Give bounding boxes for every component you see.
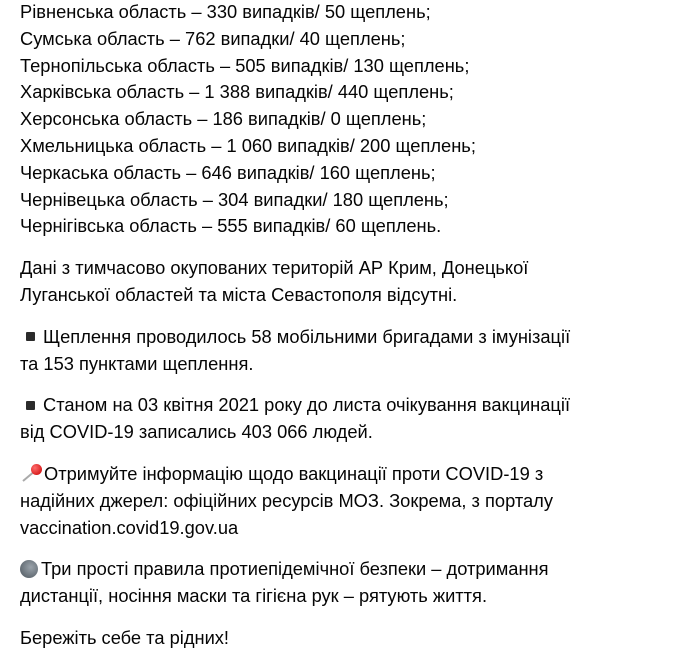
speaker-icon: [20, 560, 38, 579]
region-line: Чернівецька область – 304 випадки/ 180 щ…: [20, 188, 449, 210]
region-line: Харківська область – 1 388 випадків/ 440…: [20, 81, 454, 103]
text-line: надійних джерел: офіційних ресурсів МОЗ.…: [20, 489, 553, 511]
region-line: Сумська область – 762 випадки/ 40 щеплен…: [20, 27, 406, 49]
portal-link[interactable]: vaccination.covid19.gov.ua: [20, 516, 239, 538]
text-line: Дані з тимчасово окупованих територій АР…: [20, 257, 529, 279]
text-line: Луганської областей та міста Севастополя…: [20, 283, 458, 305]
text-line: Щеплення проводилось 58 мобільними брига…: [43, 325, 571, 347]
closing-paragraph: Бережіть себе та рідних!: [20, 625, 667, 652]
occupied-paragraph: Дані з тимчасово окупованих територій АР…: [20, 255, 667, 309]
waitlist-paragraph: Станом на 03 квітня 2021 року до листа о…: [20, 392, 667, 446]
text-line: Три прості правила протиепідемічної безп…: [41, 558, 549, 580]
region-line: Тернопільська область – 505 випадків/ 13…: [20, 54, 470, 76]
text-line: дистанції, носіння маски та гігієна рук …: [20, 585, 488, 607]
text-line: Бережіть себе та рідних!: [20, 626, 230, 648]
text-line: від COVID-19 записались 403 066 людей.: [20, 421, 373, 443]
black-square-icon: [26, 401, 35, 411]
black-square-icon: [26, 332, 35, 342]
info-paragraph: Отримуйте інформацію щодо вакцинації про…: [20, 461, 667, 541]
pushpin-icon: [20, 463, 44, 483]
region-line: Рівненська область – 330 випадків/ 50 ще…: [20, 1, 431, 22]
rules-paragraph: Три прості правила протиепідемічної безп…: [20, 556, 667, 610]
text-line: Станом на 03 квітня 2021 року до листа о…: [43, 394, 571, 416]
region-line: Черкаська область – 646 випадків/ 160 ще…: [20, 161, 436, 183]
region-line: Чернігівська область – 555 випадків/ 60 …: [20, 215, 442, 237]
region-line: Хмельницька область – 1 060 випадків/ 20…: [20, 134, 476, 156]
text-line: Отримуйте інформацію щодо вакцинації про…: [44, 462, 544, 484]
text-line: та 153 пунктами щеплення.: [20, 352, 254, 374]
regions-list: Рівненська область – 330 випадків/ 50 ще…: [20, 0, 667, 240]
brigades-paragraph: Щеплення проводилось 58 мобільними брига…: [20, 324, 667, 378]
region-line: Херсонська область – 186 випадків/ 0 щеп…: [20, 108, 427, 130]
